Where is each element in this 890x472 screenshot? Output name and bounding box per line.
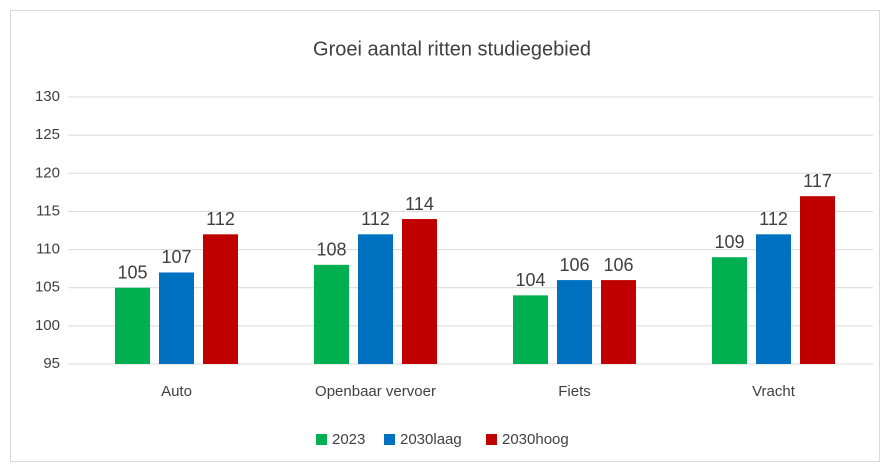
data-label: 117 xyxy=(803,171,832,191)
y-tick-label: 125 xyxy=(35,126,60,143)
bar xyxy=(601,280,636,364)
bar xyxy=(358,234,393,364)
data-label: 108 xyxy=(316,240,346,260)
bar xyxy=(756,234,791,364)
legend-swatch xyxy=(486,434,497,445)
bar xyxy=(314,264,349,364)
legend-label: 2030laag xyxy=(400,431,462,448)
data-label: 112 xyxy=(361,209,390,229)
legend-label: 2030hoog xyxy=(502,431,569,448)
y-tick-label: 120 xyxy=(35,164,60,181)
y-tick-label: 95 xyxy=(43,355,60,372)
data-label: 114 xyxy=(405,194,434,214)
data-label: 106 xyxy=(559,255,589,275)
bar xyxy=(712,257,747,364)
bar xyxy=(402,219,437,364)
legend-swatch xyxy=(384,434,395,445)
y-tick-label: 115 xyxy=(36,202,60,219)
legend-swatch xyxy=(316,434,327,445)
y-tick-label: 130 xyxy=(35,88,60,105)
y-tick-label: 105 xyxy=(35,279,60,296)
bar xyxy=(800,196,835,364)
bar xyxy=(557,280,592,364)
data-label: 109 xyxy=(714,232,744,252)
data-label: 107 xyxy=(161,247,191,267)
y-tick-label: 110 xyxy=(36,241,60,258)
data-label: 105 xyxy=(117,262,147,282)
bar xyxy=(159,272,194,364)
x-tick-label: Auto xyxy=(161,383,192,400)
chart-border xyxy=(10,10,880,462)
x-tick-label: Openbaar vervoer xyxy=(315,383,436,400)
legend-label: 2023 xyxy=(332,431,365,448)
data-label: 112 xyxy=(759,209,788,229)
chart-title: Groei aantal ritten studiegebied xyxy=(313,38,591,60)
data-label: 104 xyxy=(515,270,545,290)
x-tick-label: Fiets xyxy=(558,383,591,400)
y-tick-label: 100 xyxy=(35,317,60,334)
data-label: 106 xyxy=(603,255,633,275)
bar xyxy=(203,234,238,364)
bar xyxy=(115,287,150,364)
x-tick-label: Vracht xyxy=(752,383,796,400)
data-label: 112 xyxy=(206,209,235,229)
bar xyxy=(513,295,548,364)
